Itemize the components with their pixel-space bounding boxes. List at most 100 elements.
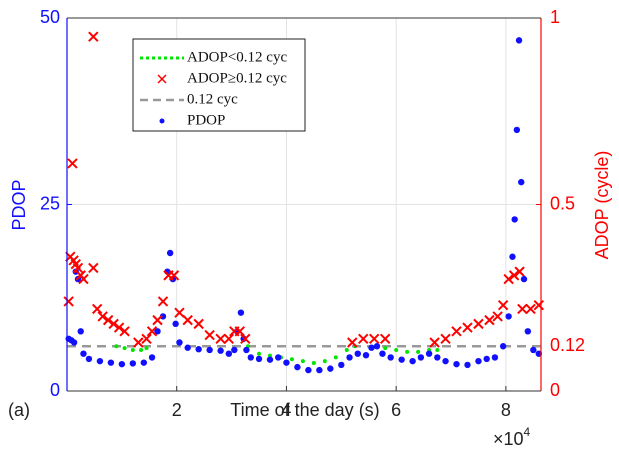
pdop-point bbox=[362, 351, 370, 359]
pdop-point bbox=[387, 354, 394, 361]
adop-high-point bbox=[451, 326, 462, 337]
pdop-point bbox=[491, 354, 499, 361]
adop-high-point bbox=[514, 266, 525, 277]
pdop-point bbox=[231, 346, 238, 354]
pdop-point bbox=[129, 360, 137, 367]
adop-high-point bbox=[369, 333, 380, 344]
adop-low-point bbox=[300, 359, 305, 364]
adop-high-point bbox=[88, 31, 99, 42]
pdop-point bbox=[316, 366, 323, 374]
legend: ADOP<0.12 cyc ADOP≥0.12 cyc 0.12 cyc PDOP bbox=[132, 38, 306, 132]
adop-low-point bbox=[257, 351, 262, 356]
adop-high-point bbox=[63, 296, 74, 307]
y-tick-label: 25 bbox=[40, 193, 60, 213]
adop-low-point bbox=[322, 359, 327, 364]
pdop-point bbox=[140, 359, 148, 366]
adop-low-point bbox=[122, 346, 127, 351]
pdop-point bbox=[475, 357, 482, 365]
pdop-point bbox=[243, 346, 250, 354]
x-tick-label: 2 bbox=[172, 400, 182, 420]
adop-high-point bbox=[525, 303, 536, 315]
y-axis-title: PDOP bbox=[9, 179, 29, 230]
adop-high-point bbox=[113, 322, 125, 333]
adop-low-point bbox=[289, 357, 294, 362]
x-tick-label: 6 bbox=[391, 400, 401, 420]
adop-high-point bbox=[517, 303, 528, 315]
pdop-point bbox=[159, 313, 167, 320]
adop-low-point bbox=[144, 346, 149, 351]
pdop-point bbox=[379, 350, 386, 357]
x-multiplier-exponent: 4 bbox=[524, 425, 531, 439]
pdop-point bbox=[225, 350, 233, 357]
pdop-point bbox=[505, 313, 512, 320]
pdop-point bbox=[275, 354, 282, 361]
pdop-point bbox=[266, 356, 274, 363]
pdop-point bbox=[354, 350, 361, 357]
pdop-point bbox=[398, 356, 405, 363]
adop-high-point bbox=[97, 311, 108, 322]
pdop-point bbox=[237, 309, 245, 316]
adop-high-point bbox=[484, 314, 495, 326]
adop-high-point bbox=[379, 333, 391, 344]
adop-high-point bbox=[508, 270, 520, 281]
pdop-point bbox=[195, 346, 202, 353]
adop-low-point bbox=[311, 361, 316, 366]
adop-high-point bbox=[119, 326, 130, 337]
adop-high-point bbox=[240, 333, 251, 344]
legend-label: 0.12 cyc bbox=[187, 91, 238, 107]
pdop-point bbox=[255, 355, 263, 363]
pdop-point bbox=[283, 359, 290, 366]
adop-high-point bbox=[78, 273, 89, 285]
pdop-point bbox=[453, 360, 460, 368]
y2-axis-title: ADOP (cycle) bbox=[592, 151, 612, 260]
adop-high-point bbox=[152, 314, 163, 326]
legend-label: ADOP<0.12 cyc bbox=[187, 49, 287, 65]
pdop-point bbox=[96, 357, 104, 365]
pdop-point bbox=[206, 346, 213, 354]
adop-high-point bbox=[462, 322, 473, 333]
adop-low-point bbox=[130, 347, 135, 352]
x-multiplier: ×104 bbox=[493, 425, 531, 449]
pdop-point bbox=[509, 253, 516, 260]
pdop-point bbox=[524, 328, 532, 335]
legend-symbol bbox=[159, 118, 165, 124]
y-tick-label: 50 bbox=[40, 7, 60, 27]
pdop-point bbox=[80, 350, 87, 357]
adop-high-point bbox=[88, 262, 99, 274]
pdop-point bbox=[499, 343, 507, 350]
adop-high-point bbox=[168, 270, 180, 281]
adop-high-point bbox=[133, 337, 144, 348]
adop-high-point bbox=[223, 333, 235, 344]
adop-high-point bbox=[141, 333, 152, 344]
pdop-point bbox=[373, 343, 381, 350]
x-tick-label: 4 bbox=[281, 400, 291, 420]
pdop-point bbox=[166, 249, 174, 257]
x-multiplier-base: ×10 bbox=[493, 429, 524, 449]
adop-high-point bbox=[440, 333, 451, 344]
pdop-point bbox=[409, 357, 416, 365]
y2-tick-label: 0.12 bbox=[550, 335, 585, 355]
pdop-point bbox=[70, 339, 78, 346]
pdop-point bbox=[305, 366, 312, 374]
pdop-point bbox=[294, 363, 301, 371]
x-axis-title: Time of the day (s) bbox=[230, 400, 379, 420]
adop-low-point bbox=[344, 347, 349, 352]
adop-high-point bbox=[497, 300, 509, 311]
pdop-point bbox=[417, 354, 425, 361]
pdop-point bbox=[118, 360, 126, 368]
adop-high-point bbox=[429, 337, 440, 348]
pdop-point bbox=[511, 216, 518, 223]
pdop-point bbox=[530, 346, 537, 354]
adop-high-point bbox=[91, 303, 103, 315]
pdop-point bbox=[240, 335, 247, 342]
pdop-point bbox=[346, 354, 353, 361]
adop-low-point bbox=[394, 347, 399, 352]
adop-low-point bbox=[416, 349, 421, 354]
adop-high-point bbox=[157, 296, 169, 307]
adop-high-point bbox=[204, 329, 215, 341]
adop-high-point bbox=[347, 337, 358, 348]
adop-high-point bbox=[182, 314, 193, 326]
pdop-point bbox=[327, 365, 334, 372]
